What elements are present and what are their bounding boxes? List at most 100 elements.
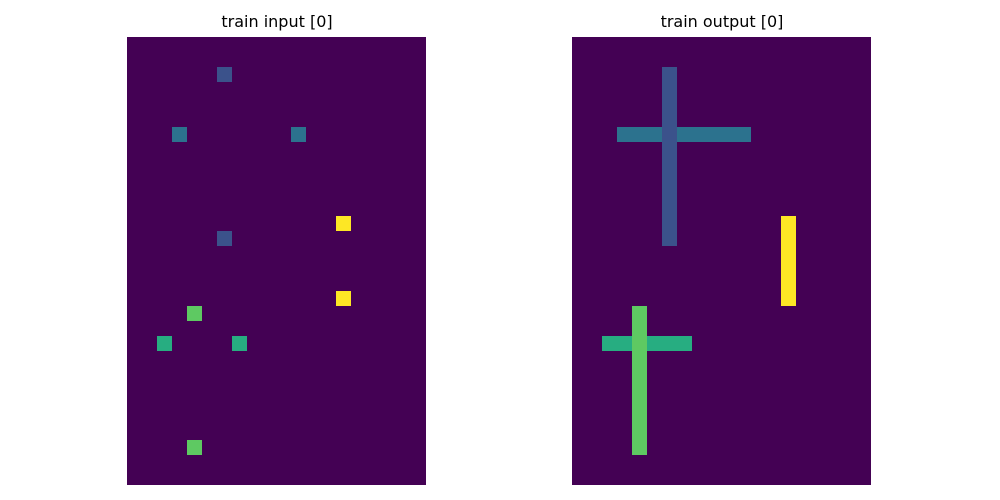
- grid-cell: [216, 141, 232, 157]
- grid-cell: [381, 261, 397, 276]
- grid-cell: [661, 305, 677, 321]
- grid-cell: [411, 470, 426, 485]
- grid-cell: [616, 111, 632, 127]
- grid-cell: [336, 37, 352, 52]
- grid-cell: [216, 365, 232, 381]
- grid-cell: [811, 201, 827, 217]
- grid-cell: [127, 335, 142, 351]
- grid-cell: [171, 261, 187, 276]
- grid-cell: [616, 290, 632, 306]
- grid-cell: [336, 156, 352, 172]
- grid-cell: [366, 365, 382, 381]
- grid-cell: [216, 425, 232, 441]
- grid-cell: [321, 275, 337, 291]
- grid-cell: [646, 216, 662, 232]
- grid-cell: [811, 275, 827, 291]
- grid-cell: [351, 410, 367, 426]
- grid-cell: [572, 186, 587, 202]
- grid-cell: [396, 365, 412, 381]
- grid-cell: [276, 231, 292, 247]
- grid-cell: [321, 261, 337, 276]
- grid-cell: [691, 261, 707, 276]
- grid-cell: [246, 51, 262, 67]
- grid-cell: [381, 37, 397, 52]
- grid-cell: [661, 470, 677, 485]
- grid-cell: [766, 81, 782, 97]
- grid-cell: [826, 96, 842, 112]
- grid-cell: [156, 96, 172, 112]
- grid-cell: [156, 186, 172, 202]
- grid-cell: [366, 395, 382, 411]
- grid-cell: [216, 395, 232, 411]
- grid-cell: [351, 96, 367, 112]
- grid-cell: [601, 96, 617, 112]
- grid-cell: [586, 201, 602, 217]
- grid-cell: [796, 440, 812, 456]
- grid-cell: [766, 37, 782, 52]
- grid-cell: [321, 126, 337, 142]
- grid-cell: [826, 275, 842, 291]
- grid-cell: [616, 231, 632, 247]
- grid-cell: [306, 395, 322, 411]
- grid-cell: [201, 111, 217, 127]
- grid-cell: [751, 141, 767, 157]
- grid-cell: [291, 261, 307, 276]
- grid-cell: [841, 290, 857, 306]
- grid-cell: [366, 320, 382, 336]
- grid-cell: [261, 275, 277, 291]
- grid-cell: [336, 201, 352, 217]
- grid-cell: [261, 37, 277, 52]
- grid-cell: [721, 141, 737, 157]
- grid-cell: [291, 320, 307, 336]
- grid-cell: [796, 395, 812, 411]
- grid-cell: [631, 156, 647, 172]
- grid-cell: [706, 395, 722, 411]
- grid-cell: [171, 350, 187, 366]
- grid-cell: [601, 380, 617, 396]
- grid-cell: [766, 171, 782, 187]
- grid-cell: [351, 365, 367, 381]
- grid-cell: [127, 290, 142, 306]
- grid-cell: [826, 66, 842, 82]
- grid-cell: [321, 440, 337, 456]
- grid-cell: [601, 141, 617, 157]
- grid-cell: [261, 171, 277, 187]
- grid-cell: [601, 410, 617, 426]
- grid-cell: [661, 141, 677, 157]
- grid-cell: [721, 171, 737, 187]
- grid-cell: [811, 186, 827, 202]
- grid-cell: [616, 275, 632, 291]
- grid-cell: [811, 320, 827, 336]
- grid-cell: [306, 246, 322, 261]
- grid-cell: [751, 440, 767, 456]
- grid-cell: [646, 290, 662, 306]
- grid-cell: [616, 141, 632, 157]
- grid-cell: [141, 126, 157, 142]
- grid-cell: [751, 37, 767, 52]
- grid-cell: [246, 37, 262, 52]
- grid-cell: [231, 156, 247, 172]
- grid-cell: [796, 66, 812, 82]
- grid-cell: [411, 275, 426, 291]
- grid-cell: [631, 81, 647, 97]
- grid-cell: [231, 275, 247, 291]
- grid-cell: [631, 261, 647, 276]
- grid-cell: [661, 66, 677, 82]
- grid-cell: [396, 96, 412, 112]
- grid-cell: [231, 186, 247, 202]
- grid-cell: [156, 410, 172, 426]
- grid-cell: [721, 81, 737, 97]
- grid-cell: [381, 126, 397, 142]
- grid-cell: [676, 37, 692, 52]
- grid-cell: [706, 470, 722, 485]
- grid-cell: [127, 380, 142, 396]
- grid-cell: [246, 156, 262, 172]
- grid-cell: [276, 261, 292, 276]
- grid-cell: [306, 365, 322, 381]
- grid-cell: [721, 320, 737, 336]
- grid-cell: [366, 186, 382, 202]
- grid-cell: [246, 201, 262, 217]
- grid-cell: [276, 440, 292, 456]
- grid-cell: [691, 395, 707, 411]
- grid-cell: [246, 410, 262, 426]
